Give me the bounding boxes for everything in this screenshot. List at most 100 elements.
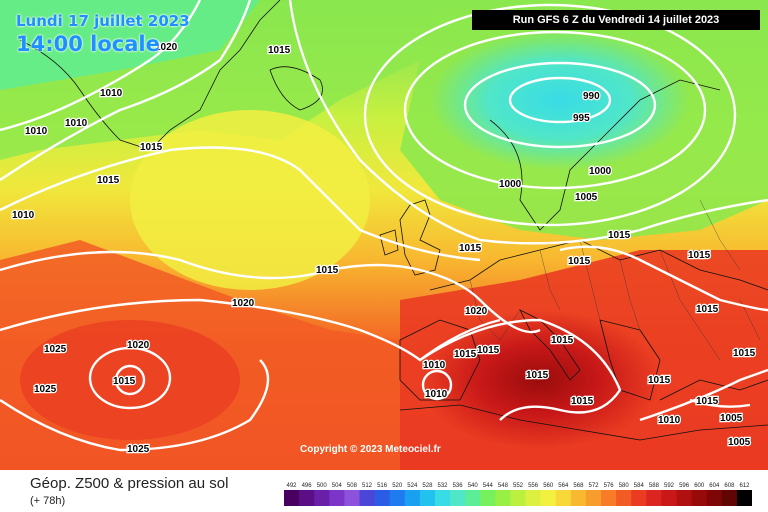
scale-tick-label: 512 bbox=[362, 483, 373, 489]
scale-tick-label: 520 bbox=[392, 483, 403, 489]
scale-swatch bbox=[495, 490, 511, 506]
scale-tick-label: 508 bbox=[347, 483, 358, 489]
isobar-label: 1015 bbox=[316, 265, 339, 276]
isobar-label: 990 bbox=[583, 91, 600, 102]
geopotential-field: 1020 1015 1010 1010 1010 1015 1015 1010 … bbox=[0, 0, 768, 470]
isobar-label: 1015 bbox=[696, 304, 719, 315]
scale-swatch bbox=[555, 490, 572, 506]
scale-tick-label: 608 bbox=[724, 483, 735, 489]
scale-swatch bbox=[465, 490, 481, 506]
scale-tick-label: 500 bbox=[317, 483, 328, 489]
isobar-label: 1020 bbox=[155, 42, 178, 53]
isobar-label: 1015 bbox=[571, 396, 594, 407]
isobar-label: 1010 bbox=[65, 118, 88, 129]
isobar-995 bbox=[463, 61, 657, 149]
scale-swatch bbox=[585, 490, 602, 506]
scale-tick-label: 528 bbox=[422, 483, 433, 489]
isobar-label: 1015 bbox=[733, 348, 756, 359]
scale-swatch bbox=[404, 490, 421, 506]
isobar-label: 1020 bbox=[465, 306, 488, 317]
isobar-1010-east bbox=[639, 368, 768, 422]
scale-swatch bbox=[736, 490, 752, 506]
isobar-1005 bbox=[363, 3, 737, 227]
italy-coast bbox=[519, 309, 581, 381]
scale-tick-label: 560 bbox=[543, 483, 554, 489]
isobar-label: 1025 bbox=[44, 344, 67, 355]
zone-cyan-green bbox=[0, 0, 260, 90]
isobar-label: 1010 bbox=[423, 360, 446, 371]
scale-swatch bbox=[570, 490, 587, 506]
scale-swatch bbox=[601, 490, 617, 506]
model-run-banner: Run GFS 6 Z du Vendredi 14 juillet 2023 bbox=[472, 10, 760, 30]
isobar-label: 1015 bbox=[459, 243, 482, 254]
scale-swatch bbox=[631, 490, 647, 506]
isobar-label: 1025 bbox=[127, 444, 150, 455]
scale-swatch bbox=[646, 490, 662, 506]
scale-swatch bbox=[676, 490, 692, 506]
isobar-label: 1015 bbox=[688, 250, 711, 261]
scale-swatch bbox=[616, 490, 632, 506]
scale-tick-label: 568 bbox=[573, 483, 584, 489]
scale-tick-label: 564 bbox=[558, 483, 569, 489]
scale-swatch bbox=[450, 490, 466, 506]
scale-tick-label: 572 bbox=[588, 483, 599, 489]
isobar-label: 995 bbox=[573, 113, 590, 124]
isobar-1025-azores bbox=[0, 359, 270, 452]
iberia-coast bbox=[399, 319, 481, 401]
scale-swatch bbox=[344, 490, 360, 506]
scale-swatch bbox=[299, 490, 315, 506]
isobars bbox=[0, 0, 768, 450]
scale-tick-label: 612 bbox=[739, 483, 750, 489]
isobar-label: 1015 bbox=[477, 345, 500, 356]
copyright-notice: Copyright © 2023 Meteociel.fr bbox=[300, 444, 441, 455]
scale-tick-label: 576 bbox=[604, 483, 615, 489]
scale-swatch bbox=[284, 490, 300, 506]
legend-panel: Géop. Z500 & pression au sol (+ 78h) 492… bbox=[0, 470, 768, 512]
scale-tick-label: 524 bbox=[407, 483, 418, 489]
scale-tick-label: 532 bbox=[437, 483, 448, 489]
isobar-1015-med bbox=[419, 318, 622, 421]
scale-tick-label: 552 bbox=[513, 483, 524, 489]
scale-tick-label: 492 bbox=[286, 483, 297, 489]
isobar-1010-north bbox=[288, 0, 768, 245]
isobar-label: 1005 bbox=[728, 437, 751, 448]
isobar-1020-azores bbox=[88, 346, 172, 410]
isobar-label: 1010 bbox=[425, 389, 448, 400]
forecast-date: Lundi 17 juillet 2023 bbox=[16, 12, 190, 30]
isobar-1015-azores-inner bbox=[114, 364, 146, 396]
scale-tick-label: 540 bbox=[468, 483, 479, 489]
continental-coast bbox=[429, 239, 768, 291]
scale-swatch bbox=[389, 490, 406, 506]
scale-tick-label: 496 bbox=[302, 483, 313, 489]
isobar-label: 1015 bbox=[113, 376, 136, 387]
britain-coast bbox=[399, 199, 441, 276]
scale-tick-label: 604 bbox=[709, 483, 720, 489]
north-africa-coast bbox=[399, 404, 768, 441]
scale-tick-label: 516 bbox=[377, 483, 388, 489]
scale-tick-label: 548 bbox=[498, 483, 509, 489]
isobar-1000 bbox=[403, 30, 707, 190]
isobar-label: 1015 bbox=[648, 375, 671, 386]
scale-tick-label: 504 bbox=[332, 483, 343, 489]
isobar-label: 1010 bbox=[100, 88, 123, 99]
ireland-coast bbox=[379, 229, 399, 256]
scale-tick-label: 536 bbox=[453, 483, 464, 489]
isobar-1010-greenland bbox=[0, 0, 202, 132]
scale-tick-label: 596 bbox=[679, 483, 690, 489]
greenland-coast bbox=[19, 0, 281, 151]
turkey-coast bbox=[659, 379, 768, 401]
isobar-990 bbox=[508, 76, 612, 124]
scale-tick-label: 600 bbox=[694, 483, 705, 489]
zone-azores-red bbox=[20, 320, 240, 440]
scale-swatch bbox=[661, 490, 677, 506]
isobar-label: 1015 bbox=[97, 175, 120, 186]
scale-swatch bbox=[314, 490, 330, 506]
scale-swatch bbox=[510, 490, 526, 506]
scale-swatch bbox=[329, 490, 345, 506]
isobar-1015-north bbox=[0, 146, 481, 262]
isobar-label: 1005 bbox=[720, 413, 743, 424]
zone-heat-core bbox=[420, 310, 660, 450]
isobar-labels: 1020 1015 1010 1010 1010 1015 1015 1010 … bbox=[11, 41, 757, 457]
scale-tick-label: 544 bbox=[483, 483, 494, 489]
isobar-label: 1010 bbox=[658, 415, 681, 426]
